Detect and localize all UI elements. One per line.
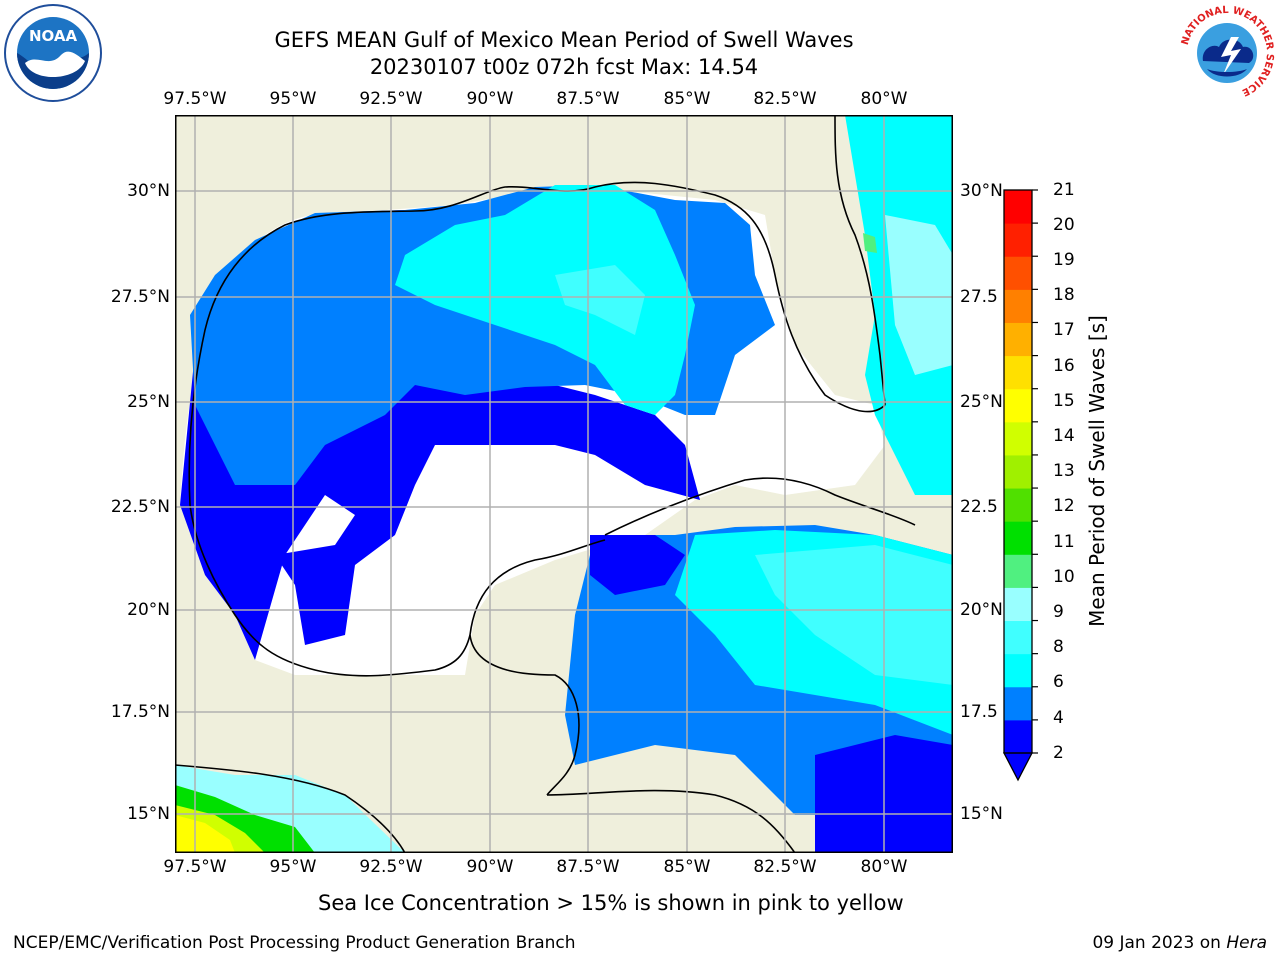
lon-tick-top: 95°W <box>269 89 317 109</box>
lat-tick-right: 17.5 <box>960 702 998 722</box>
region-cyan-plume-inner <box>555 265 645 335</box>
lat-tick-left: 15°N <box>127 804 170 824</box>
colorbar-segment <box>1004 256 1032 290</box>
lon-tick-bottom: 82.5°W <box>753 857 817 877</box>
colorbar-segment <box>1004 289 1032 323</box>
lon-tick-bottom: 97.5°W <box>163 857 227 877</box>
footer-date-text: 09 Jan 2023 on <box>1092 933 1227 953</box>
colorbar-frame <box>1003 189 1033 754</box>
noaa-logo: NOAA <box>4 4 102 102</box>
lat-tick-right: 15°N <box>960 804 1003 824</box>
colorbar-tick-label: 21 <box>1053 180 1075 200</box>
pacific-mexico-coastline <box>175 764 406 853</box>
colorbar-segment <box>1004 488 1032 522</box>
gridlines <box>175 115 953 853</box>
colorbar-under-arrow <box>1002 752 1034 782</box>
lon-tick-top: 87.5°W <box>556 89 620 109</box>
region-pacific-bright-yellow <box>175 815 235 853</box>
lon-tick-top: 92.5°W <box>359 89 423 109</box>
colorbar <box>1002 189 1038 782</box>
lat-tick-right: 30°N <box>960 181 1003 201</box>
colorbar-tick-label: 6 <box>1053 672 1064 692</box>
colorbar-segment <box>1004 421 1032 456</box>
colorbar-segment <box>1004 686 1032 721</box>
footer-credit: NCEP/EMC/Verification Post Processing Pr… <box>13 933 576 953</box>
colorbar-tick-label: 8 <box>1053 637 1064 657</box>
nws-logo: NATIONAL WEATHER SERVICE <box>1179 5 1275 101</box>
region-atlantic-green-spot <box>863 233 877 253</box>
colorbar-title: Mean Period of Swell Waves [s] <box>1085 315 1109 627</box>
footer-machine: Hera <box>1226 933 1267 953</box>
colorbar-segment <box>1004 719 1032 754</box>
lat-tick-left: 30°N <box>127 181 170 201</box>
lon-tick-bottom: 90°W <box>466 857 514 877</box>
region-atlantic-lightcyan <box>885 215 953 375</box>
footer-date: 09 Jan 2023 on Hera <box>1092 933 1267 953</box>
lat-tick-right: 20°N <box>960 600 1003 620</box>
lat-tick-right: 22.5 <box>960 497 998 517</box>
gulf-of-mexico-map <box>175 115 953 853</box>
colorbar-tick-label: 12 <box>1053 496 1075 516</box>
lon-tick-top: 90°W <box>466 89 514 109</box>
colorbar-segment <box>1004 322 1032 357</box>
sea-ice-note: Sea Ice Concentration > 15% is shown in … <box>318 891 904 915</box>
colorbar-tick-label: 19 <box>1053 250 1075 270</box>
cuba-coastline <box>604 477 916 536</box>
region-caribbean-lightcyan <box>755 545 953 685</box>
lon-tick-top: 82.5°W <box>753 89 817 109</box>
colorbar-segment <box>1004 587 1032 622</box>
colorbar-tick-label: 2 <box>1053 743 1064 763</box>
colorbar-tick-label: 13 <box>1053 461 1075 481</box>
colorbar-tick-label: 4 <box>1053 708 1064 728</box>
lon-tick-top: 85°W <box>663 89 711 109</box>
colorbar-tick-label: 11 <box>1053 532 1075 552</box>
colorbar-segment <box>1004 388 1032 423</box>
region-yucatan-channel-blue <box>590 535 685 595</box>
colorbar-tick-label: 9 <box>1053 602 1064 622</box>
colorbar-tick-label: 14 <box>1053 426 1075 446</box>
map-title: GEFS MEAN Gulf of Mexico Mean Period of … <box>274 28 854 52</box>
lon-tick-bottom: 85°W <box>663 857 711 877</box>
region-cyan-plume <box>395 185 695 415</box>
colorbar-segment <box>1004 554 1032 588</box>
colorbar-segment <box>1004 620 1032 655</box>
florida-peninsula-east-coastline <box>834 115 886 406</box>
lon-tick-bottom: 95°W <box>269 857 317 877</box>
yucatan-coastline <box>469 634 580 796</box>
mexico-gulf-coastline <box>189 504 606 677</box>
colorbar-segment <box>1004 521 1032 555</box>
lat-tick-left: 17.5°N <box>110 702 170 722</box>
lon-tick-bottom: 80°W <box>860 857 908 877</box>
lat-tick-left: 22.5°N <box>110 497 170 517</box>
colorbar-segment <box>1004 653 1032 688</box>
colorbar-tick-label: 18 <box>1053 285 1075 305</box>
lon-tick-bottom: 87.5°W <box>556 857 620 877</box>
central-america-coastline <box>546 789 796 853</box>
colorbar-segment <box>1004 355 1032 390</box>
colorbar-tick-label: 16 <box>1053 356 1075 376</box>
lat-tick-left: 25°N <box>127 392 170 412</box>
colorbar-segment <box>1004 223 1032 257</box>
colorbar-tick-label: 15 <box>1053 391 1075 411</box>
map-frame <box>175 115 953 853</box>
lon-tick-top: 97.5°W <box>163 89 227 109</box>
colorbar-tick-label: 17 <box>1053 320 1075 340</box>
forecast-subtitle: 20230107 t00z 072h fcst Max: 14.54 <box>369 55 759 79</box>
colorbar-tick-label: 10 <box>1053 567 1075 587</box>
noaa-logo-text: NOAA <box>29 27 78 45</box>
colorbar-segment <box>1004 190 1032 224</box>
lat-tick-right: 25°N <box>960 392 1003 412</box>
lat-tick-right: 27.5 <box>960 287 998 307</box>
lat-tick-left: 27.5°N <box>110 287 170 307</box>
lon-tick-bottom: 92.5°W <box>359 857 423 877</box>
colorbar-tick-label: 20 <box>1053 215 1075 235</box>
lat-tick-left: 20°N <box>127 600 170 620</box>
lon-tick-top: 80°W <box>860 89 908 109</box>
colorbar-segment <box>1004 454 1032 489</box>
